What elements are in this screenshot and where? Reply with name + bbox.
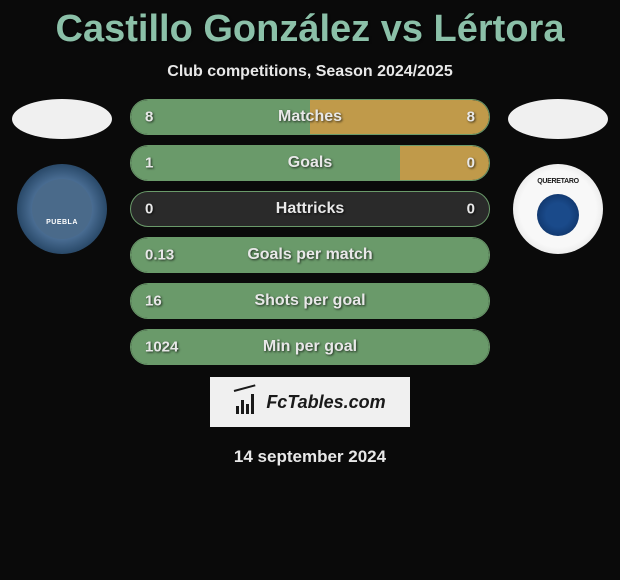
stat-bar-matches: 8 Matches 8 <box>130 99 490 135</box>
brand-attribution[interactable]: FcTables.com <box>210 377 410 427</box>
stat-value-left: 1 <box>145 155 153 172</box>
stat-label: Goals per match <box>247 246 372 264</box>
player-right-avatar <box>508 99 608 139</box>
player-right-column <box>508 99 608 254</box>
stat-bar-goals: 1 Goals 0 <box>130 145 490 181</box>
stat-label: Shots per goal <box>254 292 365 310</box>
stat-bar-hattricks: 0 Hattricks 0 <box>130 191 490 227</box>
stat-label: Hattricks <box>276 200 344 218</box>
stat-value-left: 1024 <box>145 339 178 356</box>
stat-bar-min-per-goal: 1024 Min per goal <box>130 329 490 365</box>
stat-bar-goals-per-match: 0.13 Goals per match <box>130 237 490 273</box>
brand-chart-icon <box>234 390 260 414</box>
brand-text: FcTables.com <box>266 392 385 413</box>
player-left-column <box>12 99 112 254</box>
stat-value-right: 0 <box>467 201 475 218</box>
comparison-title: Castillo González vs Lértora <box>0 0 620 51</box>
stat-value-right: 8 <box>467 109 475 126</box>
stat-value-left: 16 <box>145 293 162 310</box>
season-subtitle: Club competitions, Season 2024/2025 <box>0 63 620 81</box>
stat-label: Matches <box>278 108 342 126</box>
stat-label: Min per goal <box>263 338 357 356</box>
comparison-date: 14 september 2024 <box>0 447 620 467</box>
club-right-logo <box>513 164 603 254</box>
stats-column: 8 Matches 8 1 Goals 0 0 Hattricks 0 0.13 Goals per… <box>130 99 490 365</box>
stat-value-left: 8 <box>145 109 153 126</box>
club-left-logo <box>17 164 107 254</box>
stat-value-right: 0 <box>467 155 475 172</box>
stat-value-left: 0.13 <box>145 247 174 264</box>
stat-label: Goals <box>288 154 332 172</box>
player-left-avatar <box>12 99 112 139</box>
comparison-container: 8 Matches 8 1 Goals 0 0 Hattricks 0 0.13 Goals per… <box>0 99 620 365</box>
stat-bar-shots-per-goal: 16 Shots per goal <box>130 283 490 319</box>
stat-fill-left <box>131 146 400 180</box>
stat-value-left: 0 <box>145 201 153 218</box>
stat-fill-right <box>400 146 490 180</box>
